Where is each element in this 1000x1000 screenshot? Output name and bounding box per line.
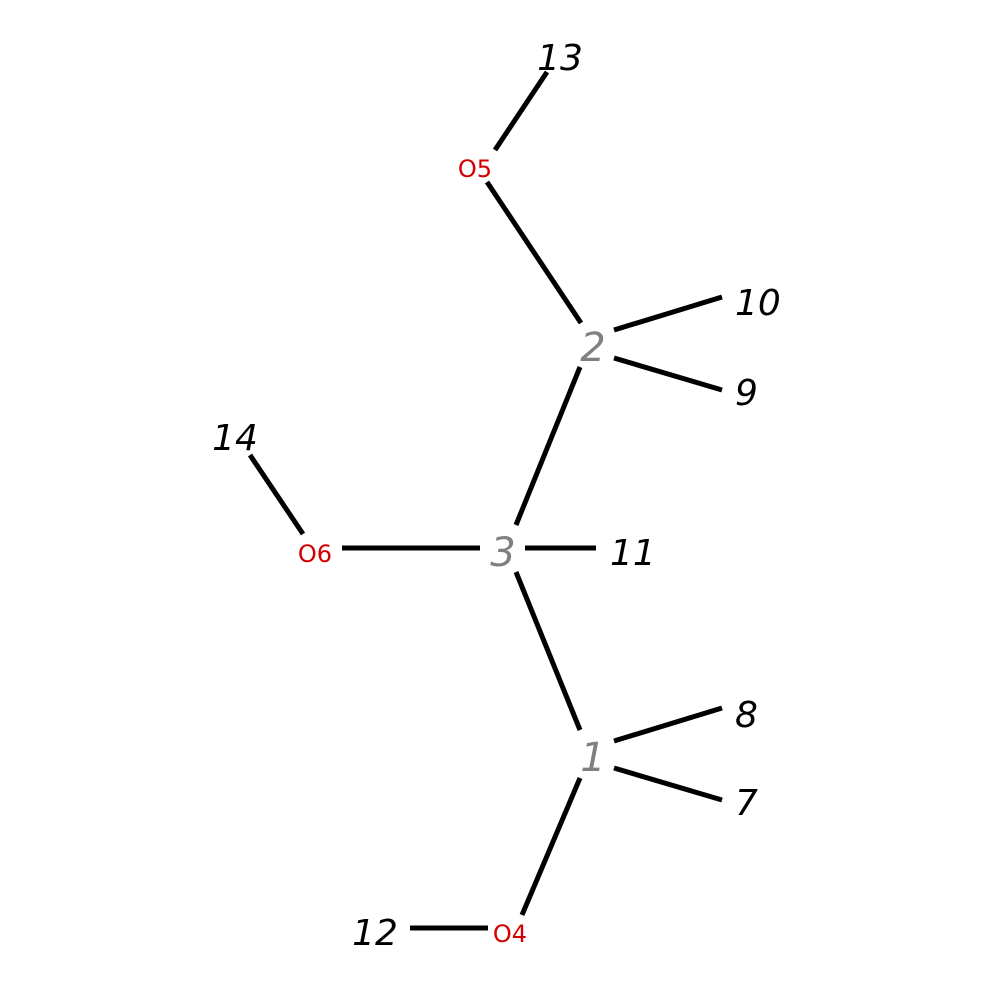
node-n11: 11 — [610, 533, 656, 574]
edge-n3-n1 — [516, 572, 580, 730]
molecule-diagram: 13O5210914O6311187O412 — [0, 0, 1000, 1000]
node-n7: 7 — [735, 783, 758, 824]
edge-n1-o4 — [522, 778, 580, 915]
node-n14: 14 — [212, 418, 258, 459]
node-o6: O6 — [298, 540, 332, 568]
edge-o6-n14 — [250, 455, 303, 534]
node-n8: 8 — [735, 695, 758, 736]
node-n9: 9 — [735, 373, 758, 414]
edge-n13-o5 — [495, 72, 547, 150]
nodes-layer: 13O5210914O6311187O412 — [212, 38, 781, 954]
edge-o5-n2 — [487, 182, 581, 323]
edge-n2-n10 — [614, 297, 722, 330]
edge-n2-n9 — [614, 358, 722, 390]
node-n12: 12 — [352, 913, 398, 954]
node-o4: O4 — [493, 920, 527, 948]
node-n3: 3 — [490, 530, 515, 576]
edge-n1-n7 — [614, 768, 722, 800]
edges-layer — [250, 72, 722, 928]
node-n13: 13 — [537, 38, 583, 79]
edge-n1-n8 — [614, 708, 722, 741]
node-n1: 1 — [580, 735, 605, 781]
node-o5: O5 — [458, 155, 492, 183]
node-n10: 10 — [735, 283, 781, 324]
edge-n2-n3 — [516, 367, 580, 525]
node-n2: 2 — [580, 325, 605, 371]
